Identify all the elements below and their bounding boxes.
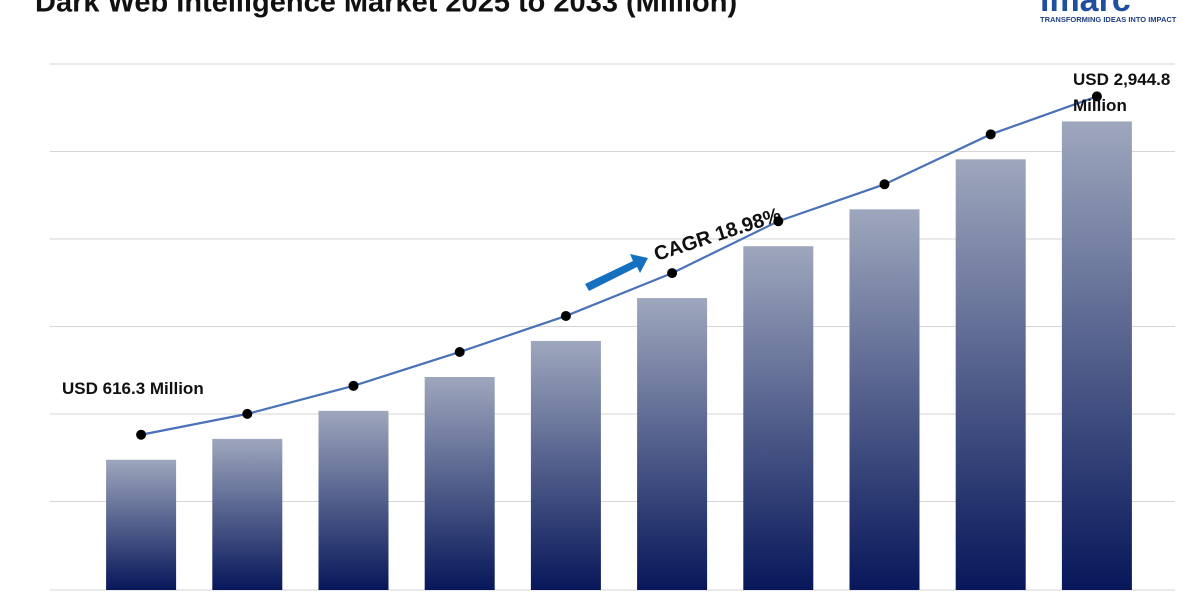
bar — [212, 438, 283, 590]
bar — [637, 298, 708, 590]
bar — [318, 410, 389, 590]
trend-marker — [560, 310, 571, 321]
bar — [849, 209, 920, 590]
trend-marker — [454, 346, 465, 357]
trend-marker — [985, 129, 996, 140]
trend-marker — [136, 429, 147, 440]
bar — [424, 376, 495, 590]
trend-marker — [773, 216, 784, 227]
trend-marker — [348, 380, 359, 391]
bar — [106, 459, 177, 590]
brand-name: imarc — [1040, 0, 1131, 19]
start-label: USD 616.3 Million — [62, 379, 204, 398]
trend-marker — [879, 179, 890, 190]
trend-marker — [242, 408, 253, 419]
end-label: USD 2,944.8 Million — [1073, 70, 1171, 115]
bar — [955, 159, 1026, 590]
bar — [1061, 121, 1132, 591]
trend-marker — [1091, 91, 1102, 102]
cagr-arrow — [585, 254, 648, 291]
brand-tagline: TRANSFORMING IDEAS INTO IMPACT — [1040, 15, 1177, 24]
trend-line — [140, 95, 1098, 436]
bar — [530, 340, 601, 590]
bar — [743, 246, 814, 590]
trend-marker — [667, 268, 678, 279]
chart-title: Dark Web Intelligence Market 2025 to 203… — [35, 0, 737, 19]
